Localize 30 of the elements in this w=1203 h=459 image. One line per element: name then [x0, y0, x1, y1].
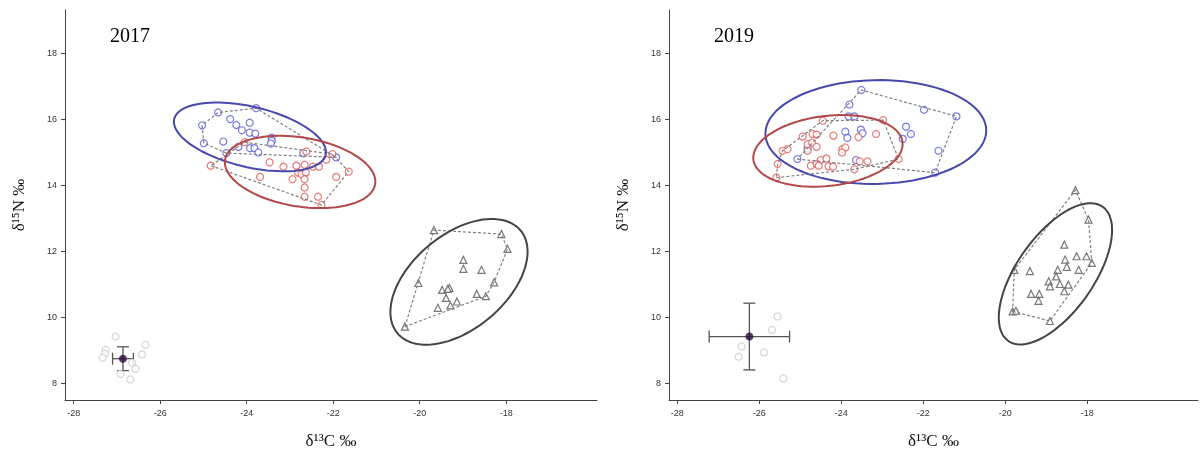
y-tick-label: 8: [655, 378, 661, 389]
y-tick-label: 18: [650, 47, 661, 58]
x-axis-title: δ¹³C ‰: [305, 431, 357, 450]
y-tick-label: 10: [46, 312, 57, 323]
x-tick-label: -24: [834, 407, 848, 418]
x-tick-label: -18: [499, 407, 513, 418]
x-tick-label: -22: [326, 407, 340, 418]
x-tick-label: -18: [1080, 407, 1094, 418]
x-tick-label: -22: [916, 407, 930, 418]
x-tick-label: -28: [670, 407, 684, 418]
y-tick-label: 18: [46, 47, 57, 58]
x-tick-label: -24: [240, 407, 254, 418]
x-tick-label: -28: [67, 407, 81, 418]
y-tick-label: 16: [46, 114, 57, 125]
y-tick-label: 10: [650, 312, 661, 323]
y-tick-label: 14: [650, 180, 661, 191]
text: 2019: [714, 24, 754, 46]
y-tick-label: 14: [46, 180, 57, 191]
y-tick-label: 8: [51, 378, 57, 389]
y-axis-title: δ¹⁵N ‰: [9, 178, 28, 232]
y-axis-title: δ¹⁵N ‰: [613, 178, 632, 232]
x-tick-label: -26: [752, 407, 766, 418]
y-tick-label: 12: [46, 246, 57, 257]
x-tick-label: -26: [153, 407, 167, 418]
text: 2017: [110, 24, 150, 46]
x-tick-label: -20: [413, 407, 427, 418]
y-tick-label: 12: [650, 246, 661, 257]
y-tick-label: 16: [650, 114, 661, 125]
x-axis-title: δ¹³C ‰: [908, 431, 959, 450]
x-tick-label: -20: [998, 407, 1012, 418]
